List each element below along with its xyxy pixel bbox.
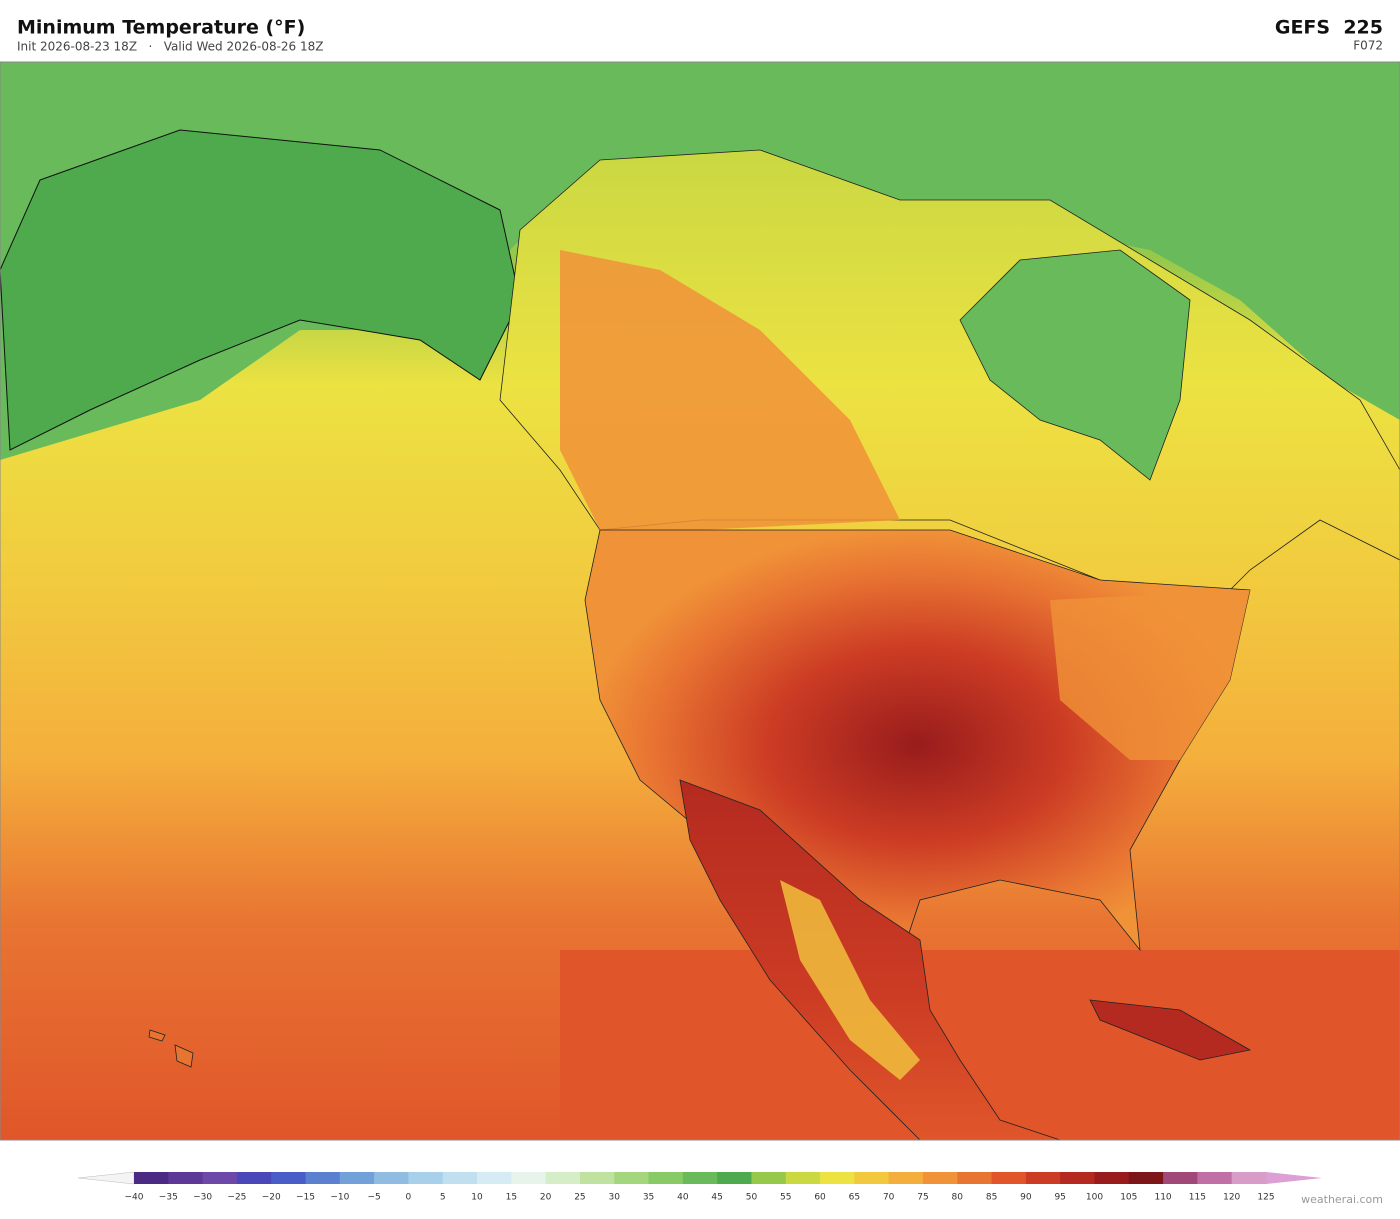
colorbar-bin bbox=[751, 1172, 787, 1184]
colorbar-bin bbox=[1231, 1172, 1267, 1184]
colorbar-tick-label: 75 bbox=[917, 1193, 928, 1203]
colorbar-bin bbox=[442, 1172, 478, 1184]
colorbar-bin bbox=[1094, 1172, 1130, 1184]
colorbar-tick-label: 105 bbox=[1120, 1193, 1137, 1203]
colorbar-bin bbox=[236, 1172, 272, 1184]
colorbar-tick-label: 10 bbox=[471, 1193, 483, 1203]
colorbar-bin bbox=[682, 1172, 718, 1184]
colorbar-tick-label: −35 bbox=[159, 1193, 178, 1203]
colorbar-tick-label: −15 bbox=[296, 1193, 315, 1203]
colorbar-bin bbox=[854, 1172, 890, 1184]
colorbar-bin bbox=[134, 1172, 169, 1184]
colorbar-tick-label: 55 bbox=[780, 1193, 791, 1203]
colorbar-bin bbox=[168, 1172, 204, 1184]
colorbar-tick-label: −20 bbox=[262, 1193, 281, 1203]
colorbar-tick-label: 15 bbox=[506, 1193, 517, 1203]
colorbar-tick-label: 5 bbox=[440, 1193, 446, 1203]
colorbar-bin bbox=[202, 1172, 238, 1184]
colorbar-bin bbox=[579, 1172, 615, 1184]
mexico bbox=[679, 779, 1061, 1141]
colorbar-bin bbox=[922, 1172, 958, 1184]
colorbar-bin bbox=[717, 1172, 752, 1184]
hawaii bbox=[148, 1029, 194, 1068]
colorbar-tick-label: 65 bbox=[849, 1193, 860, 1203]
colorbar: −40 −35 −30 −25 −20 −15 −10 −5 0 5 10 15 20 25 30 35 40 4… bbox=[77, 1171, 1322, 1203]
canada-warm bbox=[560, 250, 900, 530]
map-frame bbox=[0, 61, 1400, 1141]
colorbar-tick-label: 115 bbox=[1189, 1193, 1206, 1203]
colorbar-bin bbox=[820, 1172, 855, 1184]
model-label: GEFS 225 bbox=[1275, 17, 1383, 39]
colorbar-bin bbox=[271, 1172, 307, 1184]
colorbar-bin bbox=[888, 1172, 924, 1184]
colorbar-tick-label: 0 bbox=[406, 1193, 412, 1203]
colorbar-tick-label: 20 bbox=[540, 1193, 552, 1203]
colorbar-tick-label: 95 bbox=[1054, 1193, 1065, 1203]
colorbar-over bbox=[1266, 1172, 1322, 1184]
colorbar-bin bbox=[477, 1172, 512, 1184]
colorbar-bin bbox=[374, 1172, 409, 1184]
colorbar-tick-label: −10 bbox=[330, 1193, 349, 1203]
alaska bbox=[0, 129, 521, 451]
colorbar-tick-label: 120 bbox=[1223, 1193, 1240, 1203]
colorbar-tick-label: 25 bbox=[574, 1193, 585, 1203]
map bbox=[0, 61, 1400, 1141]
colorbar-bin bbox=[991, 1172, 1027, 1184]
colorbar-tick-label: −40 bbox=[125, 1193, 144, 1203]
colorbar-tick-label: 70 bbox=[883, 1193, 895, 1203]
colorbar-bin bbox=[408, 1172, 444, 1184]
colorbar-bin bbox=[339, 1172, 375, 1184]
subtitle: Init 2026-08-23 18Z · Valid Wed 2026-08-… bbox=[17, 40, 324, 54]
colorbar-tick-label: 30 bbox=[609, 1193, 621, 1203]
colorbar-bin bbox=[957, 1172, 993, 1184]
colorbar-tick-label: 100 bbox=[1086, 1193, 1103, 1203]
colorbar-tick-label: 40 bbox=[677, 1193, 689, 1203]
title: Minimum Temperature (°F) bbox=[17, 17, 305, 39]
colorbar-tick-label: 60 bbox=[814, 1193, 826, 1203]
colorbar-under bbox=[77, 1171, 135, 1185]
colorbar-tick-label: 50 bbox=[746, 1193, 758, 1203]
colorbar-tick-label: −5 bbox=[367, 1193, 380, 1203]
colorbar-tick-label: 45 bbox=[711, 1193, 722, 1203]
colorbar-bin bbox=[648, 1172, 684, 1184]
colorbar-bin bbox=[545, 1172, 581, 1184]
colorbar-bin bbox=[305, 1172, 341, 1184]
hudson-bay bbox=[959, 249, 1191, 481]
colorbar-tick-label: −30 bbox=[193, 1193, 212, 1203]
colorbar-bin bbox=[614, 1172, 650, 1184]
colorbar-bin bbox=[1197, 1172, 1233, 1184]
cuba bbox=[1089, 999, 1252, 1061]
colorbar-bin bbox=[1163, 1172, 1198, 1184]
credit: weatherai.com bbox=[1301, 1193, 1383, 1206]
colorbar-bin bbox=[1060, 1172, 1095, 1184]
colorbar-tick-label: 85 bbox=[986, 1193, 997, 1203]
colorbar-tick-label: 110 bbox=[1154, 1193, 1171, 1203]
colorbar-tick-label: 80 bbox=[952, 1193, 964, 1203]
northeast bbox=[1050, 590, 1250, 760]
colorbar-bin bbox=[511, 1172, 547, 1184]
colorbar-bin bbox=[785, 1172, 821, 1184]
colorbar-tick-label: −25 bbox=[227, 1193, 246, 1203]
colorbar-bin bbox=[1128, 1172, 1164, 1184]
colorbar-tick-label: 90 bbox=[1020, 1193, 1032, 1203]
forecast-hour: F072 bbox=[1353, 39, 1383, 53]
colorbar-bin bbox=[1025, 1172, 1061, 1184]
colorbar-tick-label: 125 bbox=[1257, 1193, 1274, 1203]
mexico-plateau bbox=[780, 880, 920, 1080]
colorbar-tick-label: 35 bbox=[643, 1193, 654, 1203]
